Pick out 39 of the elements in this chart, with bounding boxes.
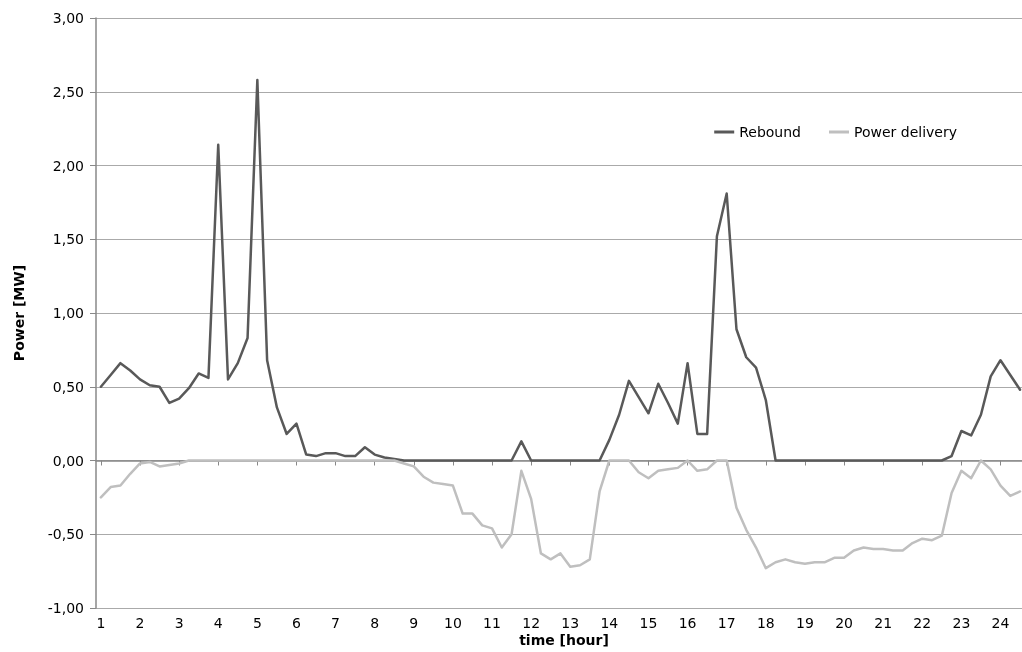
x-tick-label: 7 <box>331 615 341 631</box>
x-tick-label: 1 <box>96 615 106 631</box>
line-series <box>99 78 1022 462</box>
x-tick-label: 19 <box>796 615 814 631</box>
x-tick-label: 24 <box>991 615 1010 631</box>
x-tick-label: 5 <box>252 615 262 631</box>
y-tick-label: 3,00 <box>52 10 84 26</box>
x-tick-label: 9 <box>409 615 419 631</box>
y-tick-label: 2,50 <box>52 83 84 100</box>
y-tick-label: -1,00 <box>47 600 84 616</box>
y-tick-label: 0,00 <box>52 452 84 469</box>
x-tick-label: 22 <box>913 615 932 631</box>
x-tick-label: 11 <box>483 615 501 631</box>
line-series <box>99 459 1022 570</box>
legend-label: Rebound <box>739 124 801 140</box>
x-tick-label: 18 <box>756 615 775 631</box>
y-axis-title: Power [MW] <box>11 264 27 362</box>
x-tick-label: 15 <box>639 615 658 631</box>
x-tick-label: 2 <box>135 615 145 631</box>
x-tick-label: 13 <box>561 615 580 631</box>
x-tick-label: 14 <box>600 615 619 631</box>
x-axis-title: time [hour] <box>519 632 609 648</box>
x-tick-label: 16 <box>678 615 697 631</box>
x-tick-label: 17 <box>717 615 736 631</box>
x-tick-label: 12 <box>522 615 541 631</box>
x-tick-label: 4 <box>213 615 223 631</box>
legend-label: Power delivery <box>854 124 957 140</box>
x-tick-label: 8 <box>370 615 380 631</box>
y-tick-label: 1,00 <box>52 305 84 321</box>
x-tick-label: 20 <box>835 615 853 631</box>
x-tick-label: 3 <box>174 615 184 631</box>
y-tick-label: -0,50 <box>47 526 84 543</box>
y-tick-label: 2,00 <box>52 157 84 174</box>
y-tick-label: 0,50 <box>52 378 84 395</box>
x-tick-label: 10 <box>443 615 462 631</box>
x-tick-label: 6 <box>291 615 301 631</box>
x-tick-label: 23 <box>952 615 971 631</box>
x-tick-label: 21 <box>874 615 893 631</box>
y-tick-label: 1,50 <box>52 231 84 248</box>
